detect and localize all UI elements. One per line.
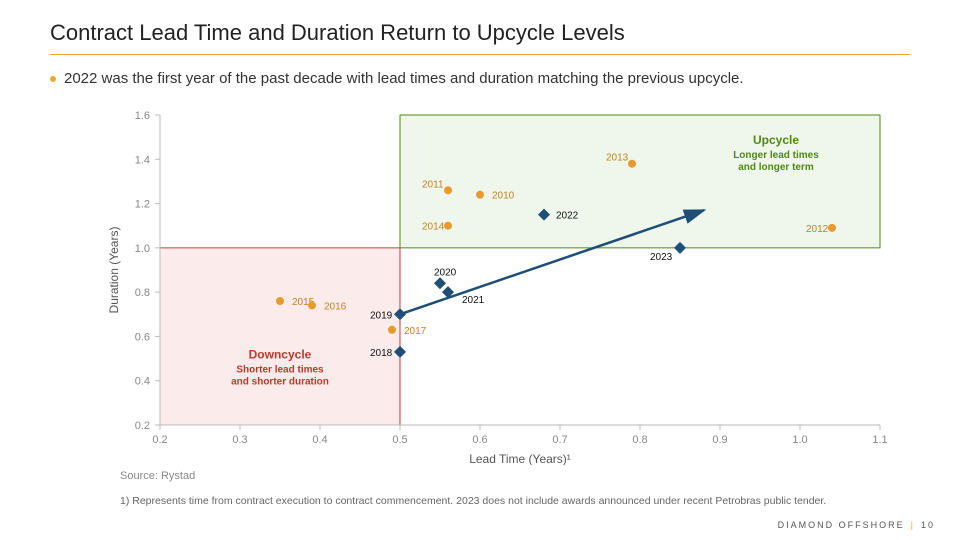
svg-text:2013: 2013	[606, 153, 629, 164]
svg-text:Longer lead times: Longer lead times	[733, 150, 819, 161]
footnote-text: 1) Represents time from contract executi…	[120, 495, 826, 507]
svg-text:1.0: 1.0	[135, 243, 150, 255]
svg-text:1.4: 1.4	[135, 154, 150, 166]
svg-text:Lead Time (Years)¹: Lead Time (Years)¹	[469, 452, 571, 465]
svg-text:Duration (Years): Duration (Years)	[107, 227, 121, 314]
svg-text:Shorter lead times: Shorter lead times	[236, 365, 324, 376]
bullet-dot-icon	[50, 76, 56, 82]
svg-text:0.7: 0.7	[552, 434, 567, 446]
page-number: 10	[921, 520, 935, 530]
svg-text:2010: 2010	[492, 191, 515, 202]
svg-text:1.1: 1.1	[872, 434, 887, 446]
svg-text:0.4: 0.4	[312, 434, 327, 446]
headline-text: 2022 was the first year of the past deca…	[64, 70, 744, 87]
svg-text:0.8: 0.8	[135, 287, 150, 299]
svg-text:Downcycle: Downcycle	[249, 348, 312, 362]
svg-text:1.2: 1.2	[135, 199, 150, 211]
svg-text:2023: 2023	[650, 252, 673, 263]
svg-text:2017: 2017	[404, 326, 427, 337]
svg-text:0.6: 0.6	[135, 331, 150, 343]
svg-text:2011: 2011	[422, 179, 444, 190]
svg-text:0.8: 0.8	[632, 434, 647, 446]
svg-text:and shorter duration: and shorter duration	[231, 377, 329, 388]
svg-text:0.6: 0.6	[472, 434, 487, 446]
page-title: Contract Lead Time and Duration Return t…	[50, 20, 625, 46]
svg-text:0.2: 0.2	[135, 420, 150, 432]
footer-separator-icon: |	[911, 520, 915, 530]
headline-bullet: 2022 was the first year of the past deca…	[50, 70, 744, 87]
title-underline	[50, 54, 910, 55]
svg-text:2019: 2019	[370, 310, 393, 321]
svg-text:2021: 2021	[462, 295, 485, 306]
svg-text:2018: 2018	[370, 348, 393, 359]
svg-text:2014: 2014	[422, 222, 445, 233]
footer-brand: DIAMOND OFFSHORE	[778, 520, 905, 530]
svg-text:2016: 2016	[324, 301, 347, 312]
svg-text:Upcycle: Upcycle	[753, 133, 799, 147]
svg-text:0.2: 0.2	[152, 434, 167, 446]
svg-text:0.5: 0.5	[392, 434, 407, 446]
svg-text:1.6: 1.6	[135, 110, 150, 122]
svg-text:0.9: 0.9	[712, 434, 727, 446]
svg-text:0.4: 0.4	[135, 376, 150, 388]
svg-text:and longer term: and longer term	[738, 162, 814, 173]
svg-text:0.3: 0.3	[232, 434, 247, 446]
source-attribution: Source: Rystad	[120, 470, 195, 482]
footer: DIAMOND OFFSHORE | 10	[778, 520, 935, 530]
svg-text:2022: 2022	[556, 211, 579, 222]
svg-text:1.0: 1.0	[792, 434, 807, 446]
svg-text:2012: 2012	[806, 224, 829, 235]
svg-text:2020: 2020	[434, 267, 457, 278]
scatter-chart: 0.2 0.3 0.4 0.5 0.6 0.7 0.8 0.9 1.0 1.1 0.2 0.4 0.6 0…	[100, 105, 900, 465]
